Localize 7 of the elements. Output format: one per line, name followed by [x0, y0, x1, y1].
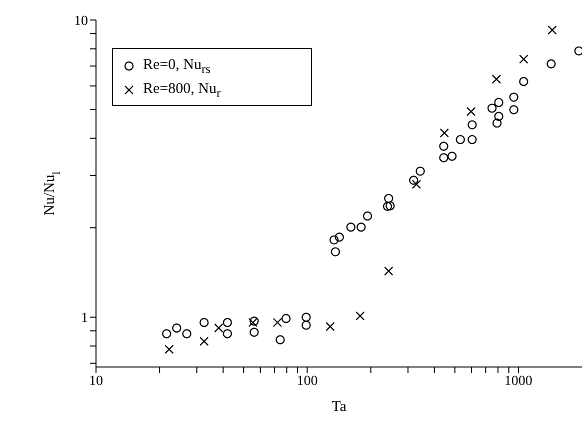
x-tick-label: 1000 — [504, 374, 532, 389]
x-axis-title: Ta — [332, 399, 347, 415]
x-tick-label: 100 — [296, 374, 318, 389]
legend-label: Re=800, Nu$_{r}$ — [143, 81, 221, 100]
legend-label: Re=0, Nu$_{rs}$ — [143, 57, 210, 76]
y-tick-label: 1 — [81, 311, 88, 326]
x-tick-label: 10 — [89, 374, 103, 389]
